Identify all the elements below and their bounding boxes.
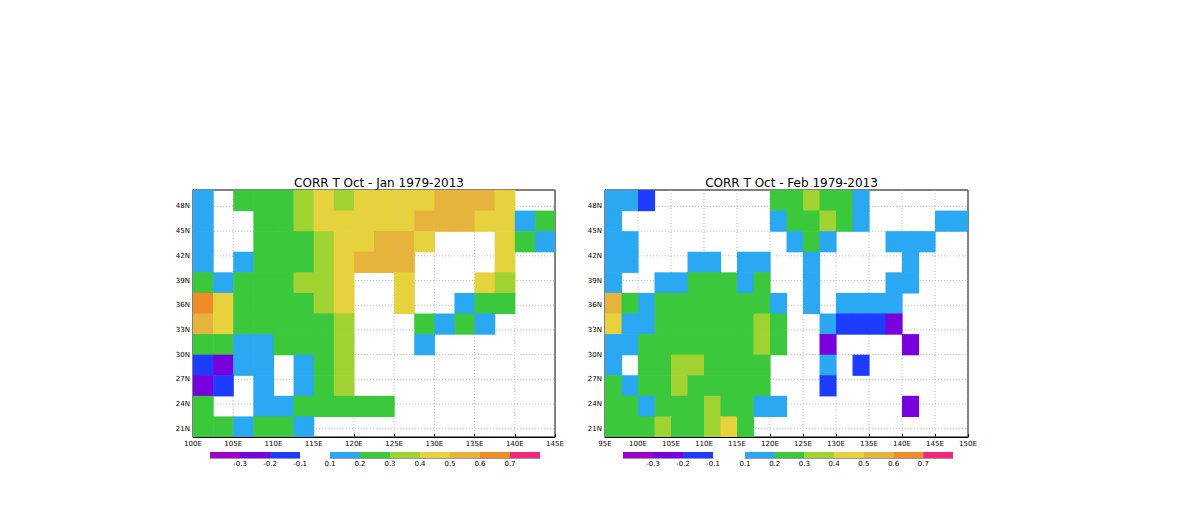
svg-text:45N: 45N	[588, 227, 602, 235]
svg-text:30N: 30N	[588, 351, 602, 359]
svg-text:130E: 130E	[827, 440, 845, 448]
svg-text:145E: 145E	[546, 440, 564, 448]
svg-text:36N: 36N	[588, 301, 602, 309]
svg-text:0.3: 0.3	[384, 460, 395, 468]
svg-text:135E: 135E	[466, 440, 484, 448]
svg-text:140E: 140E	[893, 440, 911, 448]
svg-text:130E: 130E	[425, 440, 443, 448]
svg-text:33N: 33N	[176, 326, 190, 334]
svg-text:0.6: 0.6	[474, 460, 486, 468]
svg-text:0.6: 0.6	[888, 460, 900, 468]
svg-text:21N: 21N	[588, 425, 602, 433]
svg-text:-0.3: -0.3	[233, 460, 247, 468]
svg-text:115E: 115E	[305, 440, 323, 448]
svg-text:CORR T Oct - Feb 1979-2013: CORR T Oct - Feb 1979-2013	[705, 176, 878, 190]
svg-text:120E: 120E	[345, 440, 363, 448]
svg-text:48N: 48N	[176, 202, 190, 210]
svg-text:21N: 21N	[176, 425, 190, 433]
svg-text:0.3: 0.3	[799, 460, 810, 468]
svg-text:150E: 150E	[959, 440, 977, 448]
svg-text:120E: 120E	[761, 440, 779, 448]
svg-text:-0.3: -0.3	[646, 460, 660, 468]
svg-text:95E: 95E	[598, 440, 611, 448]
svg-text:0.1: 0.1	[324, 460, 335, 468]
svg-text:0.1: 0.1	[739, 460, 750, 468]
svg-text:105E: 105E	[224, 440, 242, 448]
svg-text:145E: 145E	[926, 440, 944, 448]
svg-text:0.5: 0.5	[858, 460, 869, 468]
svg-text:33N: 33N	[588, 326, 602, 334]
svg-text:42N: 42N	[588, 252, 602, 260]
svg-text:0.2: 0.2	[769, 460, 780, 468]
svg-text:115E: 115E	[728, 440, 746, 448]
svg-text:39N: 39N	[588, 277, 602, 285]
svg-text:125E: 125E	[794, 440, 812, 448]
svg-text:135E: 135E	[860, 440, 878, 448]
svg-text:0.2: 0.2	[354, 460, 365, 468]
svg-text:0.7: 0.7	[918, 460, 929, 468]
svg-text:-0.2: -0.2	[263, 460, 277, 468]
svg-text:100E: 100E	[629, 440, 647, 448]
svg-text:42N: 42N	[176, 252, 190, 260]
svg-text:140E: 140E	[506, 440, 524, 448]
svg-text:27N: 27N	[176, 375, 190, 383]
svg-text:27N: 27N	[588, 375, 602, 383]
svg-text:39N: 39N	[176, 277, 190, 285]
svg-text:-0.1: -0.1	[293, 460, 307, 468]
svg-text:100E: 100E	[184, 440, 202, 448]
svg-text:30N: 30N	[176, 351, 190, 359]
svg-text:125E: 125E	[385, 440, 403, 448]
svg-text:24N: 24N	[588, 400, 602, 408]
svg-text:0.4: 0.4	[414, 460, 426, 468]
svg-text:105E: 105E	[662, 440, 680, 448]
svg-text:-0.1: -0.1	[706, 460, 720, 468]
svg-text:48N: 48N	[588, 202, 602, 210]
svg-text:24N: 24N	[176, 400, 190, 408]
svg-text:36N: 36N	[176, 301, 190, 309]
svg-text:0.7: 0.7	[504, 460, 515, 468]
svg-text:110E: 110E	[695, 440, 713, 448]
svg-text:-0.2: -0.2	[676, 460, 690, 468]
svg-text:110E: 110E	[265, 440, 283, 448]
svg-text:0.5: 0.5	[444, 460, 455, 468]
svg-text:0.4: 0.4	[829, 460, 841, 468]
svg-text:45N: 45N	[176, 227, 190, 235]
svg-text:CORR T Oct - Jan 1979-2013: CORR T Oct - Jan 1979-2013	[294, 176, 464, 190]
